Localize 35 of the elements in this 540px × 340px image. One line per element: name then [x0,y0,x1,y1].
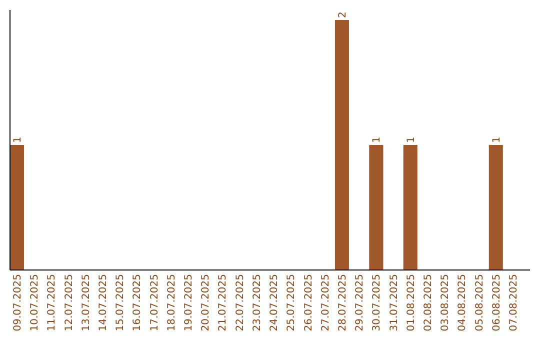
x-tick-label: 23.07.2025 [252,274,263,332]
x-tick-label: 05.08.2025 [474,274,486,332]
data-label: 1 [12,136,24,143]
x-tick-label: 12.07.2025 [64,274,75,332]
x-tick-label: 26.07.2025 [303,274,314,332]
x-tick-label: 15.07.2025 [115,274,126,332]
data-label: 1 [372,136,383,143]
data-label: 1 [406,136,417,143]
x-tick-label: 01.08.2025 [406,274,417,332]
x-tick-label: 29.07.2025 [354,274,366,332]
x-tick-label: 19.07.2025 [184,274,195,332]
x-tick-label: 10.07.2025 [30,274,41,332]
x-tick-label: 03.08.2025 [440,274,452,332]
data-label: 2 [337,12,348,18]
x-tick-label: 06.08.2025 [491,274,502,332]
x-tick-label: 13.07.2025 [80,274,92,332]
x-tick-label: 21.07.2025 [218,274,229,332]
data-label: 1 [491,136,502,143]
x-tick-label: 28.07.2025 [337,274,348,332]
x-tick-label: 30.07.2025 [372,274,383,332]
x-tick-label: 09.07.2025 [12,274,24,332]
x-tick-label: 11.07.2025 [46,274,58,332]
x-tick-label: 27.07.2025 [320,274,332,332]
x-tick-label: 22.07.2025 [234,274,246,332]
x-tick-label: 04.08.2025 [457,274,468,332]
x-tick-label: 18.07.2025 [166,274,178,332]
x-tick-label: 24.07.2025 [269,274,280,332]
x-tick-label: 07.08.2025 [508,274,520,332]
x-tick-label: 25.07.2025 [286,274,298,332]
x-tick-label: 20.07.2025 [200,274,212,332]
x-tick-label: 02.08.2025 [422,274,434,332]
x-tick-label: 31.07.2025 [388,274,400,332]
x-tick-label: 16.07.2025 [132,274,144,332]
x-tick-label: 17.07.2025 [149,274,160,332]
x-tick-label: 14.07.2025 [98,274,110,332]
